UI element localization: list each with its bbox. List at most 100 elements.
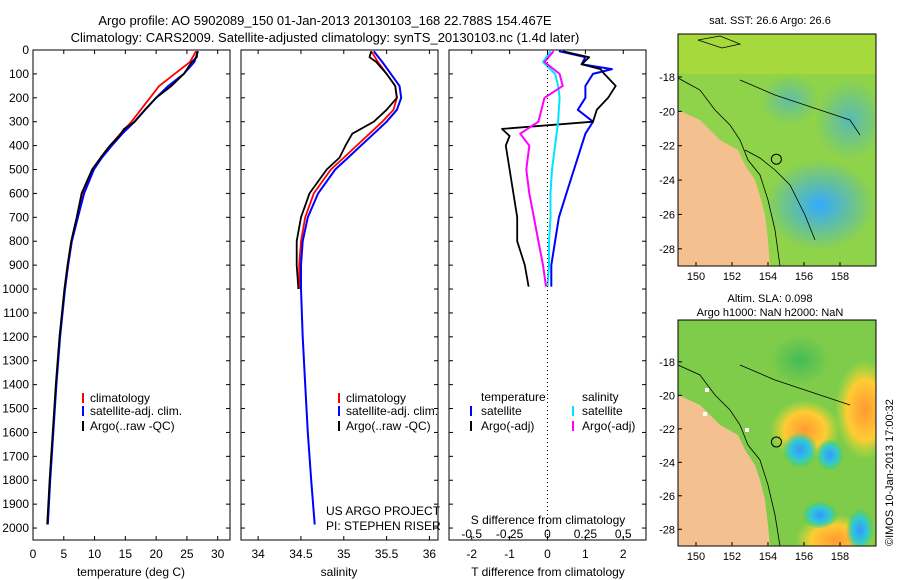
x-tick-label: -1 <box>504 547 515 561</box>
isobath-contour <box>739 364 851 406</box>
legend-header-temperature: temperature <box>481 390 546 404</box>
x-tick-label: 0 <box>544 547 551 561</box>
isobath-contour <box>739 79 861 136</box>
depth-tick-label: 1700 <box>2 449 29 463</box>
series-argo-raw-qc- <box>46 51 199 525</box>
x-tick-label: 10 <box>88 547 102 561</box>
map-x-tick-label: 152 <box>723 551 741 563</box>
sst-map <box>678 34 876 266</box>
legend-label-climatology: climatology <box>90 391 150 405</box>
sla-low-patch <box>846 508 874 546</box>
map-y-tick-label: -26 <box>659 491 675 503</box>
map-x-tick-label: 152 <box>723 271 741 283</box>
x-tick-label: 35.5 <box>375 547 399 561</box>
imos-credit: ©IMOS 10-Jan-2013 17:00:32 <box>884 399 896 546</box>
map-y-tick-label: -22 <box>659 141 675 153</box>
sla-map-title-2: Argo h1000: NaN h2000: NaN <box>697 307 844 319</box>
x-tick-label: 30 <box>211 547 225 561</box>
depth-tick-label: 700 <box>9 210 29 224</box>
legend-label-climatology: climatology <box>346 391 406 405</box>
depth-tick-label: 500 <box>9 163 29 177</box>
depth-tick-label: 1000 <box>2 282 29 296</box>
depth-tick-label: 1800 <box>2 473 29 487</box>
map-x-tick-label: 154 <box>759 551 777 563</box>
x-tick-label: 15 <box>119 547 133 561</box>
depth-tick-label: 400 <box>9 139 29 153</box>
legend-header-salinity: salinity <box>582 390 619 404</box>
sla-low-patch <box>770 335 830 385</box>
legend-label-sal-satellite: satellite <box>582 404 623 418</box>
temperature-legend: climatology satellite-adj. clim. Argo(..… <box>82 391 182 433</box>
series-temperature-argo-adj- <box>501 50 617 287</box>
s-tick-label: 0.25 <box>574 527 598 541</box>
depth-tick-label: 200 <box>9 91 29 105</box>
depth-tick-label: 800 <box>9 234 29 248</box>
depth-tick-label: 600 <box>9 186 29 200</box>
sst-cool-patch <box>765 160 875 250</box>
series-temperature-satellite <box>550 50 613 287</box>
depth-tick-label: 1200 <box>2 330 29 344</box>
sla-low-patch <box>782 432 818 468</box>
map-y-tick-label: -24 <box>659 457 675 469</box>
sla-low-patch <box>816 439 844 471</box>
map-x-tick-label: 150 <box>687 551 705 563</box>
map-y-tick-label: -20 <box>659 390 675 402</box>
depth-tick-label: 1600 <box>2 425 29 439</box>
depth-tick-label: 1400 <box>2 378 29 392</box>
x-tick-label: 0 <box>30 547 37 561</box>
series-salinity-argo-adj- <box>519 50 564 287</box>
map-x-tick-label: 150 <box>687 271 705 283</box>
x-tick-label: 36 <box>423 547 437 561</box>
coastline-contour <box>678 364 781 546</box>
sst-map-frame <box>677 33 877 267</box>
s-tick-label: 0.5 <box>615 527 632 541</box>
project-annotation: US ARGO PROJECT <box>326 504 441 518</box>
legend-label-sal-argo: Argo(-adj) <box>582 419 635 433</box>
data-gap <box>745 428 749 432</box>
x-tick-label: 34.5 <box>289 547 313 561</box>
legend-label-argo: Argo(..raw -QC) <box>90 419 175 433</box>
x-tick-label: -2 <box>466 547 477 561</box>
series-climatology <box>298 50 398 289</box>
sla-map-frame <box>677 319 877 547</box>
map-y-tick-label: -28 <box>659 244 675 256</box>
map-y-tick-label: -20 <box>659 106 675 118</box>
header-line-2: Climatology: CARS2009. Satellite-adjuste… <box>71 30 580 45</box>
temperature-panel <box>32 49 231 541</box>
map-x-tick-label: 156 <box>795 271 813 283</box>
depth-tick-label: 900 <box>9 258 29 272</box>
legend-label-temp-argo: Argo(-adj) <box>481 419 534 433</box>
sla-high-patch <box>835 360 876 460</box>
difference-legend: temperature salinity satellite Argo(-adj… <box>470 390 635 433</box>
depth-tick-label: 1100 <box>3 306 29 320</box>
pi-annotation: PI: STEPHEN RISER <box>326 519 441 533</box>
depth-tick-label: 1500 <box>2 402 29 416</box>
series-argo-raw-qc- <box>295 50 398 290</box>
sst-map-title: sat. SST: 26.6 Argo: 26.6 <box>709 15 831 27</box>
depth-tick-label: 1900 <box>2 497 29 511</box>
difference-top-xlabel: S difference from climatology <box>471 513 626 527</box>
land-mask <box>678 110 770 266</box>
map-y-tick-label: -24 <box>659 175 675 187</box>
land-mask <box>678 395 770 546</box>
map-x-tick-label: 158 <box>831 271 849 283</box>
depth-tick-label: 1300 <box>2 354 29 368</box>
series-satellite-adj-clim- <box>46 50 199 525</box>
legend-label-satellite: satellite-adj. clim. <box>346 404 438 418</box>
depth-tick-label: 0 <box>22 43 29 57</box>
map-y-tick-label: -18 <box>659 72 675 84</box>
legend-label-satellite: satellite-adj. clim. <box>90 404 182 418</box>
reef-contour <box>744 149 816 241</box>
map-y-tick-label: -28 <box>659 524 675 536</box>
float-position-marker <box>770 153 782 165</box>
salinity-panel <box>240 49 439 541</box>
sla-low-patch <box>802 501 838 529</box>
series-salinity-satellite <box>542 50 561 287</box>
map-y-tick-label: -18 <box>659 357 675 369</box>
salinity-xlabel: salinity <box>321 565 358 579</box>
series-satellite-adj-clim- <box>300 50 403 525</box>
data-gap <box>703 412 707 416</box>
temperature-xlabel: temperature (deg C) <box>77 565 185 579</box>
x-tick-label: 35 <box>337 547 351 561</box>
